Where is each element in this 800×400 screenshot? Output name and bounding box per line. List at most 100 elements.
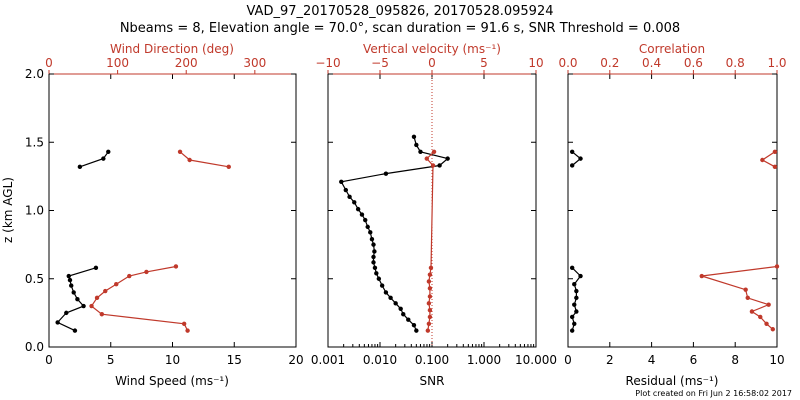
data-point-bottom xyxy=(369,236,375,242)
data-point-bottom xyxy=(69,283,74,288)
data-point-top xyxy=(772,149,778,155)
chart-subtitle: Nbeams = 8, Elevation angle = 70.0°, sca… xyxy=(120,21,680,36)
plot-created-footer: Plot created on Fri Jun 2 16:58:02 2017 xyxy=(635,389,792,398)
data-point-bottom xyxy=(64,310,69,316)
chart-title: VAD_97_20170528_095826, 20170528.095924 xyxy=(247,4,554,19)
data-point-bottom xyxy=(77,164,83,170)
data-point-bottom xyxy=(374,271,379,276)
data-point-bottom xyxy=(578,273,583,279)
x-tick-label-top: 0.6 xyxy=(684,56,703,70)
data-point-top xyxy=(426,279,432,284)
data-point-bottom xyxy=(572,321,577,326)
data-point-top xyxy=(764,321,769,326)
y-tick-label: 2.0 xyxy=(25,67,44,81)
data-point-top xyxy=(766,302,771,307)
data-point-top xyxy=(427,286,433,291)
data-point-top xyxy=(424,156,429,161)
x-tick-label-bottom: 10 xyxy=(165,353,180,367)
data-point-top xyxy=(427,307,433,313)
data-point-bottom xyxy=(363,217,368,223)
data-point-top xyxy=(430,163,436,168)
data-point-bottom xyxy=(355,206,361,212)
data-point-top xyxy=(226,164,231,170)
data-point-bottom xyxy=(359,212,365,217)
data-point-top xyxy=(770,327,776,332)
data-point-bottom xyxy=(406,317,411,322)
data-point-bottom xyxy=(343,187,349,193)
data-point-bottom xyxy=(371,260,376,265)
data-point-bottom xyxy=(365,224,370,230)
data-point-bottom xyxy=(383,171,389,176)
data-point-top xyxy=(774,264,780,269)
x-axis-label-top: Correlation xyxy=(639,42,705,56)
y-axis-label: z (km AGL) xyxy=(1,177,15,243)
x-tick-label-top: 300 xyxy=(243,56,266,70)
x-tick-label-top: −5 xyxy=(371,56,389,70)
data-point-top xyxy=(427,294,433,299)
data-point-bottom xyxy=(437,163,442,168)
data-point-bottom xyxy=(93,265,99,271)
panel-frame xyxy=(48,73,297,348)
data-point-top xyxy=(772,164,778,170)
x-tick-label-top: −10 xyxy=(315,56,340,70)
data-point-bottom xyxy=(393,301,398,306)
x-tick-label-bottom: 1.000 xyxy=(467,353,501,367)
data-point-bottom xyxy=(569,328,575,333)
data-point-bottom xyxy=(352,200,357,205)
panel-snr-vertical-velocity: SNR Vertical velocity (ms⁻¹) 0.001 0.010 0… xyxy=(311,42,557,388)
x-tick-label-bottom: 8 xyxy=(731,353,739,367)
data-point-bottom xyxy=(372,249,377,254)
panel-residual-correlation: Residual (ms⁻¹) Correlation 0 2 4 6 8 10 0.0 0.… xyxy=(558,42,786,388)
x-tick-label-top: 1.0 xyxy=(767,56,786,70)
data-point-top xyxy=(428,265,434,271)
x-tick-label-bottom: 15 xyxy=(227,353,242,367)
data-point-top xyxy=(114,282,119,287)
y-tick-label: 0.5 xyxy=(25,272,44,286)
x-axis-label-top: Wind Direction (deg) xyxy=(110,42,234,56)
x-tick-label-bottom: 2 xyxy=(606,353,614,367)
x-tick-label-bottom: 5 xyxy=(107,353,115,367)
x-tick-label-top: 0.0 xyxy=(558,56,577,70)
x-tick-label-bottom: 4 xyxy=(648,353,656,367)
x-tick-label-top: 0 xyxy=(45,56,53,70)
y-tick-label: 1.5 xyxy=(25,135,44,149)
x-tick-label-bottom: 6 xyxy=(690,353,698,367)
data-point-top xyxy=(427,314,433,320)
series-line-bottom xyxy=(571,267,582,331)
data-point-top xyxy=(103,288,108,294)
data-point-top xyxy=(89,303,94,309)
x-axis-label-bottom: Residual (ms⁻¹) xyxy=(626,374,719,388)
x-tick-label-top: 0.4 xyxy=(642,56,661,70)
data-point-bottom xyxy=(569,149,575,155)
series-line-top xyxy=(179,151,229,168)
data-point-bottom xyxy=(569,314,575,320)
y-tick-label: 0.0 xyxy=(25,340,44,354)
x-tick-label-bottom: 0.001 xyxy=(311,353,345,367)
data-point-bottom xyxy=(578,156,583,161)
series-line-top xyxy=(90,265,189,331)
x-tick-label-bottom: 20 xyxy=(288,353,303,367)
data-point-bottom xyxy=(75,297,80,302)
x-tick-label-bottom: 10.000 xyxy=(515,353,557,367)
data-point-bottom xyxy=(572,302,577,307)
data-point-top xyxy=(425,328,431,333)
data-point-bottom xyxy=(574,309,579,314)
data-point-top xyxy=(743,287,748,292)
data-point-bottom xyxy=(569,265,575,271)
x-tick-label-bottom: 0.010 xyxy=(363,353,397,367)
data-point-top xyxy=(173,264,179,269)
data-point-top xyxy=(426,321,432,326)
data-point-top xyxy=(426,301,432,306)
data-point-top xyxy=(185,328,190,333)
data-point-bottom xyxy=(388,295,393,301)
data-point-top xyxy=(745,295,750,301)
x-tick-label-bottom: 0.100 xyxy=(415,353,449,367)
data-point-top xyxy=(99,312,105,317)
x-tick-label-bottom: 10 xyxy=(769,353,784,367)
data-point-bottom xyxy=(106,149,111,155)
x-tick-label-top: 200 xyxy=(175,56,198,70)
data-point-bottom xyxy=(411,322,417,328)
data-point-bottom xyxy=(398,306,403,311)
data-point-top xyxy=(127,273,132,279)
